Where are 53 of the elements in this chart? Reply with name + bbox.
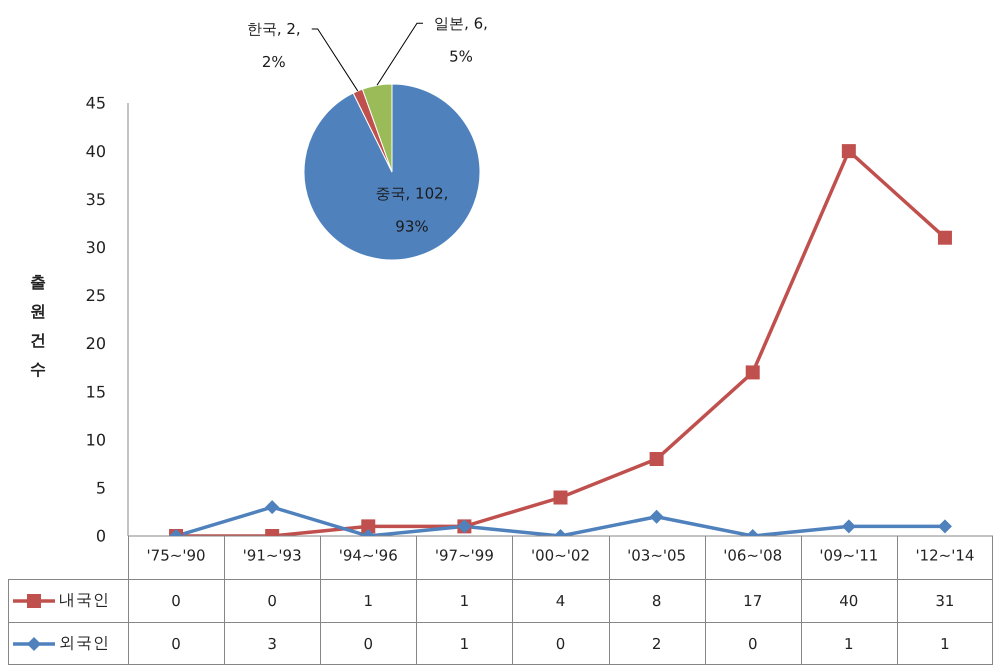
x-tick-label: '91~'93: [242, 546, 302, 565]
data-label: 1: [844, 634, 854, 652]
data-label: 8: [652, 592, 662, 610]
data-label: 1: [460, 592, 470, 610]
data-label: 3: [267, 634, 277, 652]
data-label: 0: [267, 592, 277, 610]
y-tick-label: 5: [96, 478, 106, 498]
y-tick-label: 40: [86, 142, 106, 161]
y-tick-label: 10: [86, 430, 106, 450]
x-tick-label: '97~'99: [434, 546, 494, 565]
data-label: 40: [839, 592, 858, 610]
x-tick-label: '94~'96: [338, 546, 398, 565]
data-label: 0: [171, 634, 181, 652]
data-label: 0: [556, 634, 566, 652]
point: [650, 510, 664, 524]
data-label: 2: [652, 634, 662, 652]
y-tick-label: 15: [86, 382, 106, 402]
legend-label: 내국인: [59, 590, 110, 611]
point: [842, 519, 856, 534]
point: [265, 500, 280, 514]
data-label: 1: [460, 634, 470, 652]
y-tick-label: 25: [86, 286, 106, 306]
pie-slice: [304, 84, 480, 260]
y-tick-label: 30: [86, 238, 106, 258]
data-label: 17: [743, 592, 762, 610]
point: [554, 490, 568, 505]
x-tick-label: '09~'11: [819, 546, 878, 565]
y-axis-title: 출원건수: [30, 272, 46, 379]
data-label: 4: [556, 592, 566, 610]
data-label: 0: [171, 592, 181, 610]
y-tick-label: 45: [86, 94, 106, 113]
legend-label: 외국인: [59, 633, 110, 654]
point: [938, 519, 952, 534]
point: [650, 452, 664, 466]
x-tick-label: '06~'08: [723, 546, 782, 565]
data-label: 1: [364, 592, 374, 610]
y-tick-label: 0: [96, 526, 106, 546]
y-tick-label: 35: [86, 190, 106, 209]
slice-label: 일본, 6, 5%: [434, 14, 488, 66]
point: [746, 365, 760, 380]
data-label: 31: [935, 592, 954, 610]
data-label: 0: [364, 634, 374, 652]
x-tick-label: '03~'05: [627, 546, 686, 565]
data-label: 0: [748, 634, 758, 652]
data-label: 1: [940, 634, 950, 652]
point: [842, 144, 856, 158]
slice-label: 중국, 102, 93%: [375, 184, 448, 236]
slice-label: 한국, 2, 2%: [246, 20, 301, 71]
x-tick-label: '12~'14: [915, 546, 974, 565]
point: [938, 230, 952, 245]
x-tick-label: '75~'90: [146, 546, 206, 565]
x-tick-label: '00~'02: [531, 546, 590, 565]
y-tick-label: 20: [86, 334, 106, 354]
